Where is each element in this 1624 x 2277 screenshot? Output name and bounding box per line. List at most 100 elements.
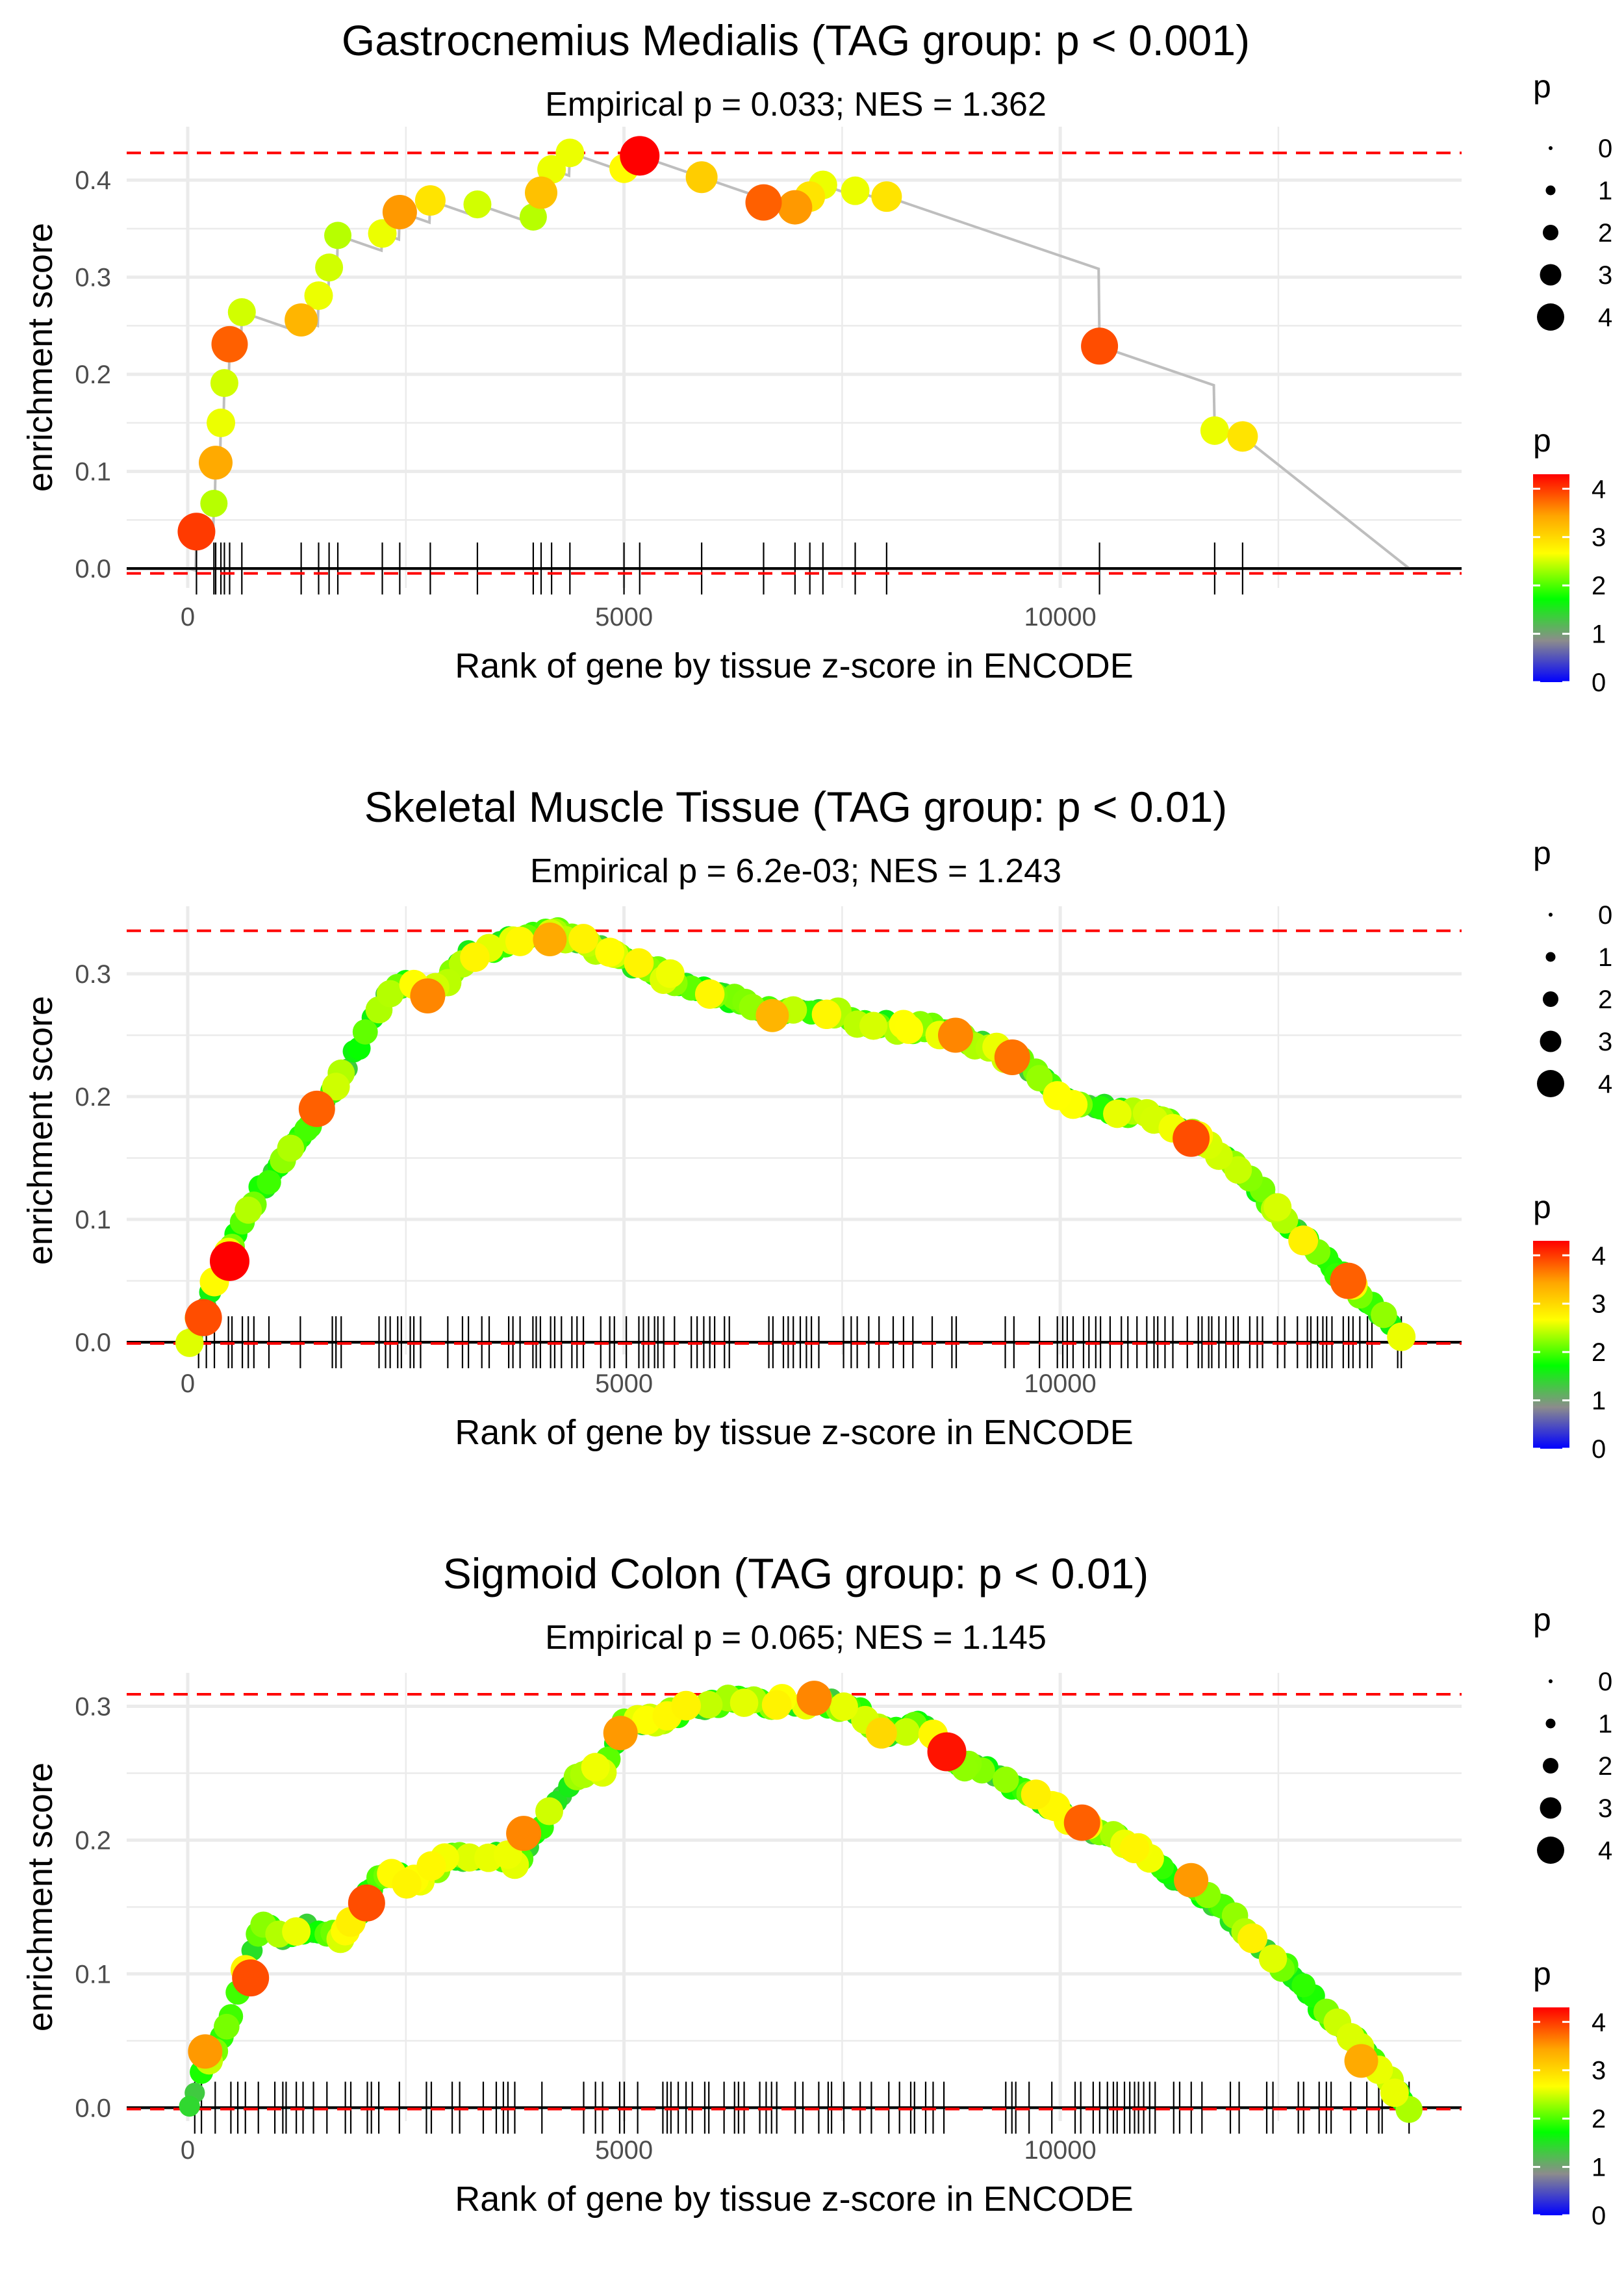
size-legend-dot [1540, 264, 1562, 286]
y-tick-label: 0.2 [75, 1826, 111, 1855]
size-legend-label: 2 [1598, 986, 1612, 1014]
data-point [285, 303, 318, 337]
x-tick-label: 10000 [1024, 2136, 1097, 2165]
size-legend-dot [1549, 913, 1553, 917]
size-legend-label: 1 [1598, 943, 1612, 972]
data-point [1237, 1923, 1268, 1953]
chart-subtitle: Empirical p = 6.2e-03; NES = 1.243 [530, 852, 1061, 890]
data-point [871, 181, 902, 212]
data-point [282, 1917, 311, 1946]
data-point [392, 1869, 422, 1899]
x-tick-label: 5000 [595, 2136, 653, 2165]
size-legend-label: 2 [1598, 1752, 1612, 1781]
data-point [1119, 1833, 1150, 1864]
y-tick-label: 0.3 [75, 264, 111, 292]
data-point [624, 948, 654, 978]
color-legend-title: p [1533, 422, 1551, 459]
data-point [778, 190, 813, 225]
data-point [1336, 2023, 1365, 2052]
size-legend-label: 1 [1598, 1710, 1612, 1738]
data-point [1224, 1156, 1252, 1184]
data-point [730, 1688, 759, 1717]
color-legend-label: 1 [1592, 620, 1606, 649]
y-tick-label: 0.0 [75, 1329, 111, 1357]
data-point [745, 184, 782, 221]
data-point [865, 1717, 897, 1749]
color-legend-label: 4 [1592, 1241, 1606, 1270]
data-point [277, 1134, 305, 1162]
data-point [414, 185, 446, 216]
data-point [755, 999, 789, 1032]
x-axis-title: Rank of gene by tissue z-score in ENCODE [455, 646, 1133, 685]
size-legend-dot [1549, 146, 1553, 150]
y-axis-title: enrichment score [21, 223, 60, 492]
chart-panel-3: Sigmoid Colon (TAG group: p < 0.01) Empir… [21, 1549, 1462, 2219]
data-point [694, 979, 725, 1009]
data-point [184, 1299, 222, 1336]
data-point [841, 176, 870, 205]
data-point [537, 155, 566, 184]
data-point [535, 1797, 563, 1825]
data-point [1227, 421, 1258, 452]
x-tick-label: 5000 [595, 1369, 653, 1398]
chart-panel-1: Gastrocnemius Medialis (TAG group: p < 0… [21, 16, 1462, 685]
data-point [382, 195, 417, 230]
size-legend-dot [1543, 225, 1558, 240]
data-point [1021, 1779, 1051, 1810]
size-legend-label: 0 [1598, 901, 1612, 930]
data-point [555, 138, 585, 168]
color-legend-label: 2 [1592, 572, 1606, 600]
data-point [1026, 1065, 1053, 1092]
data-point [348, 1884, 385, 1922]
data-point [1263, 1193, 1292, 1221]
color-legend-label: 0 [1592, 2202, 1606, 2230]
size-legend-title: p [1533, 835, 1551, 871]
x-axis-title: Rank of gene by tissue z-score in ENCODE [455, 2180, 1133, 2219]
data-point [992, 1766, 1019, 1793]
y-axis-title: enrichment score [21, 1762, 60, 2031]
color-legend-label: 3 [1592, 1290, 1606, 1319]
data-point [519, 203, 547, 231]
size-legend-dot [1545, 1718, 1556, 1729]
data-point [1063, 1804, 1100, 1841]
data-point [581, 1753, 610, 1782]
x-tick-label: 5000 [595, 603, 653, 631]
data-point [655, 959, 685, 988]
y-tick-label: 0.2 [75, 1083, 111, 1112]
size-legend-label: 3 [1598, 1028, 1612, 1056]
size-legend-dot [1549, 1679, 1553, 1683]
color-legend-label: 2 [1592, 2105, 1606, 2133]
chart-title: Sigmoid Colon (TAG group: p < 0.01) [443, 1549, 1149, 1597]
size-legend-label: 4 [1598, 1070, 1612, 1099]
data-point [416, 1851, 446, 1881]
size-legend-title: p [1533, 1601, 1551, 1638]
size-legend-dot [1540, 1797, 1562, 1819]
data-point [322, 1073, 350, 1101]
data-point [1288, 1225, 1319, 1256]
size-legend-title: p [1533, 68, 1551, 105]
data-point [1330, 1262, 1367, 1299]
size-legend-dot [1540, 1030, 1562, 1052]
data-point [892, 1718, 920, 1746]
data-point [1103, 1099, 1132, 1128]
data-point [524, 176, 557, 209]
y-axis-title: enrichment score [21, 996, 60, 1265]
data-point [603, 1716, 638, 1751]
data-point [937, 1017, 973, 1053]
y-tick-label: 0.3 [75, 960, 111, 989]
size-legend-label: 3 [1598, 1794, 1612, 1823]
y-tick-label: 0.1 [75, 458, 111, 487]
data-point [463, 190, 492, 219]
data-point [694, 1690, 723, 1719]
color-legend-label: 0 [1592, 668, 1606, 697]
data-point [376, 980, 404, 1008]
color-legend-label: 4 [1592, 2008, 1606, 2037]
data-point [533, 922, 567, 957]
data-point [298, 1090, 335, 1127]
color-legend-label: 1 [1592, 2154, 1606, 2182]
color-legend-label: 2 [1592, 1338, 1606, 1367]
color-legend-bar [1533, 1241, 1569, 1449]
color-legend-label: 4 [1592, 475, 1606, 503]
